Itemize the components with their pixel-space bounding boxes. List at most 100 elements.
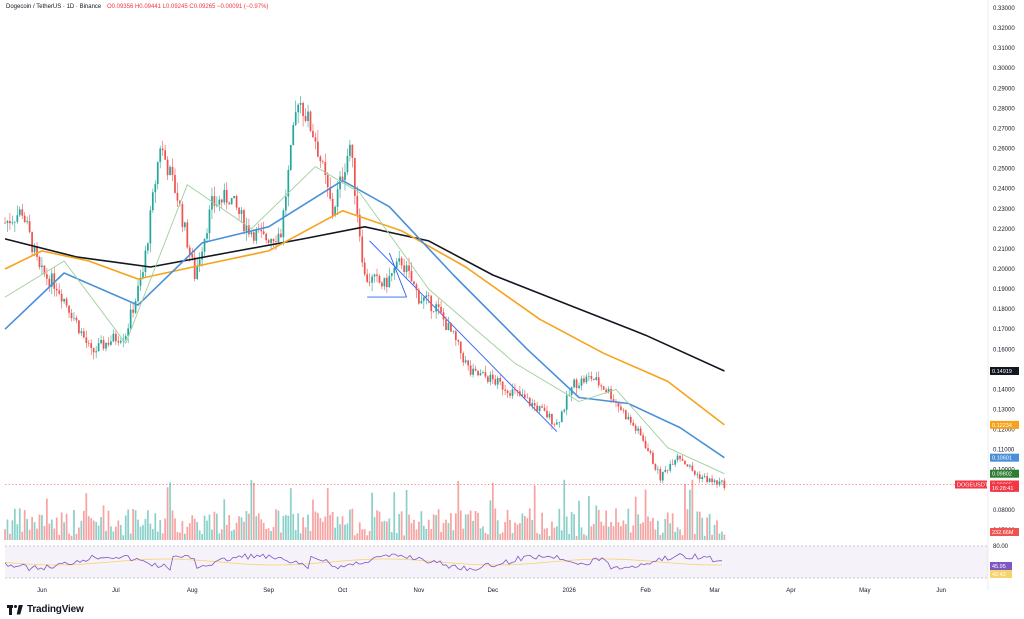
candle-body [450, 323, 452, 332]
volume-bar [681, 535, 684, 540]
volume-bar [578, 500, 580, 540]
rsi-value-bg [990, 570, 1012, 578]
volume-bar [381, 521, 383, 540]
volume-bar [450, 513, 452, 540]
volume-bar [634, 496, 637, 540]
volume-bar [427, 519, 430, 540]
candle [418, 288, 420, 305]
candle-body [425, 295, 428, 298]
volume-bar [97, 525, 100, 540]
candle-body [299, 103, 302, 105]
candle [442, 307, 445, 327]
candle-body [496, 377, 499, 385]
candle [467, 359, 470, 371]
volume-bar [597, 509, 600, 540]
volume-bar [511, 533, 514, 540]
candle-body [240, 210, 243, 215]
candle [124, 333, 127, 342]
candle-body [314, 137, 317, 142]
volume-bar [496, 520, 499, 540]
candle [437, 298, 440, 315]
candle [302, 101, 304, 127]
candle [134, 298, 137, 315]
volume-bar [176, 531, 179, 540]
volume-bar [393, 492, 396, 540]
candle [65, 296, 68, 308]
candle-body [248, 225, 250, 235]
time-tick-label: May [859, 588, 870, 594]
candle-body [280, 233, 282, 238]
price-badge: DOGEUSDT [955, 480, 989, 489]
symbol-title[interactable]: Dogecoin / TetherUS · 1D · Binance [6, 4, 102, 10]
candle [351, 144, 354, 168]
candle-body [696, 474, 699, 475]
candle [100, 335, 102, 345]
candle-body [531, 403, 534, 406]
candle [435, 301, 438, 319]
volume-bar [435, 515, 438, 540]
candle-body [418, 289, 420, 304]
candle [129, 303, 132, 332]
price-tick-label: 0.28000 [993, 106, 1015, 112]
candle-body [166, 159, 169, 176]
candle-body [713, 480, 716, 483]
candle-body [260, 229, 263, 232]
volume-bar [309, 530, 312, 540]
rsi-level-label: 80.00 [993, 544, 1009, 550]
volume-bar [437, 509, 440, 540]
candle-body [297, 104, 300, 113]
volume-bar [649, 521, 652, 540]
candle [9, 213, 11, 230]
candle-body [393, 268, 396, 274]
volume-bar [684, 484, 686, 540]
candle [706, 472, 709, 484]
volume-bar [324, 516, 327, 540]
volume-bar [41, 515, 43, 540]
candle-body [275, 241, 277, 242]
candle-body [644, 440, 647, 449]
volume-bar [610, 521, 612, 540]
candle [516, 390, 519, 397]
candle-body [110, 341, 112, 345]
candle [321, 159, 324, 165]
candle-body [73, 317, 75, 319]
candle-body [245, 225, 248, 232]
ohlc-readout: O0.09356 H0.09441 L0.09245 C0.09265 −0.0… [106, 4, 269, 10]
volume-bar [85, 493, 88, 540]
tradingview-logo[interactable]: TradingView [7, 604, 84, 615]
candle-body [454, 331, 457, 341]
candle [509, 389, 511, 399]
time-tick-label: Jun [936, 588, 946, 594]
volume-bar [186, 526, 189, 540]
candle-body [188, 247, 191, 255]
candle [287, 165, 290, 207]
candle-body [277, 233, 280, 242]
candle-body [363, 262, 366, 275]
candle [405, 261, 408, 280]
rsi-band [5, 546, 988, 578]
volume-bar [358, 522, 361, 540]
candle-body [115, 333, 117, 342]
candle-body [82, 331, 85, 338]
candle [718, 477, 721, 487]
volume-bar [201, 534, 203, 540]
candle-body [307, 111, 309, 121]
candle-body [563, 409, 566, 412]
trendlines [367, 240, 558, 432]
candle-body [294, 112, 297, 125]
volume-bar [501, 532, 504, 540]
time-tick-label: Feb [640, 588, 651, 594]
candle-body [329, 187, 332, 199]
candle [196, 257, 199, 280]
volume-bar [299, 533, 302, 540]
candle [280, 228, 282, 238]
volume-bar [541, 512, 543, 540]
volume-bar [211, 529, 213, 540]
volume-bar [282, 516, 285, 540]
volume-bar [723, 534, 726, 540]
candle [60, 289, 63, 309]
candle [526, 393, 529, 399]
volume-bar [147, 510, 149, 540]
candle-body [528, 397, 531, 406]
